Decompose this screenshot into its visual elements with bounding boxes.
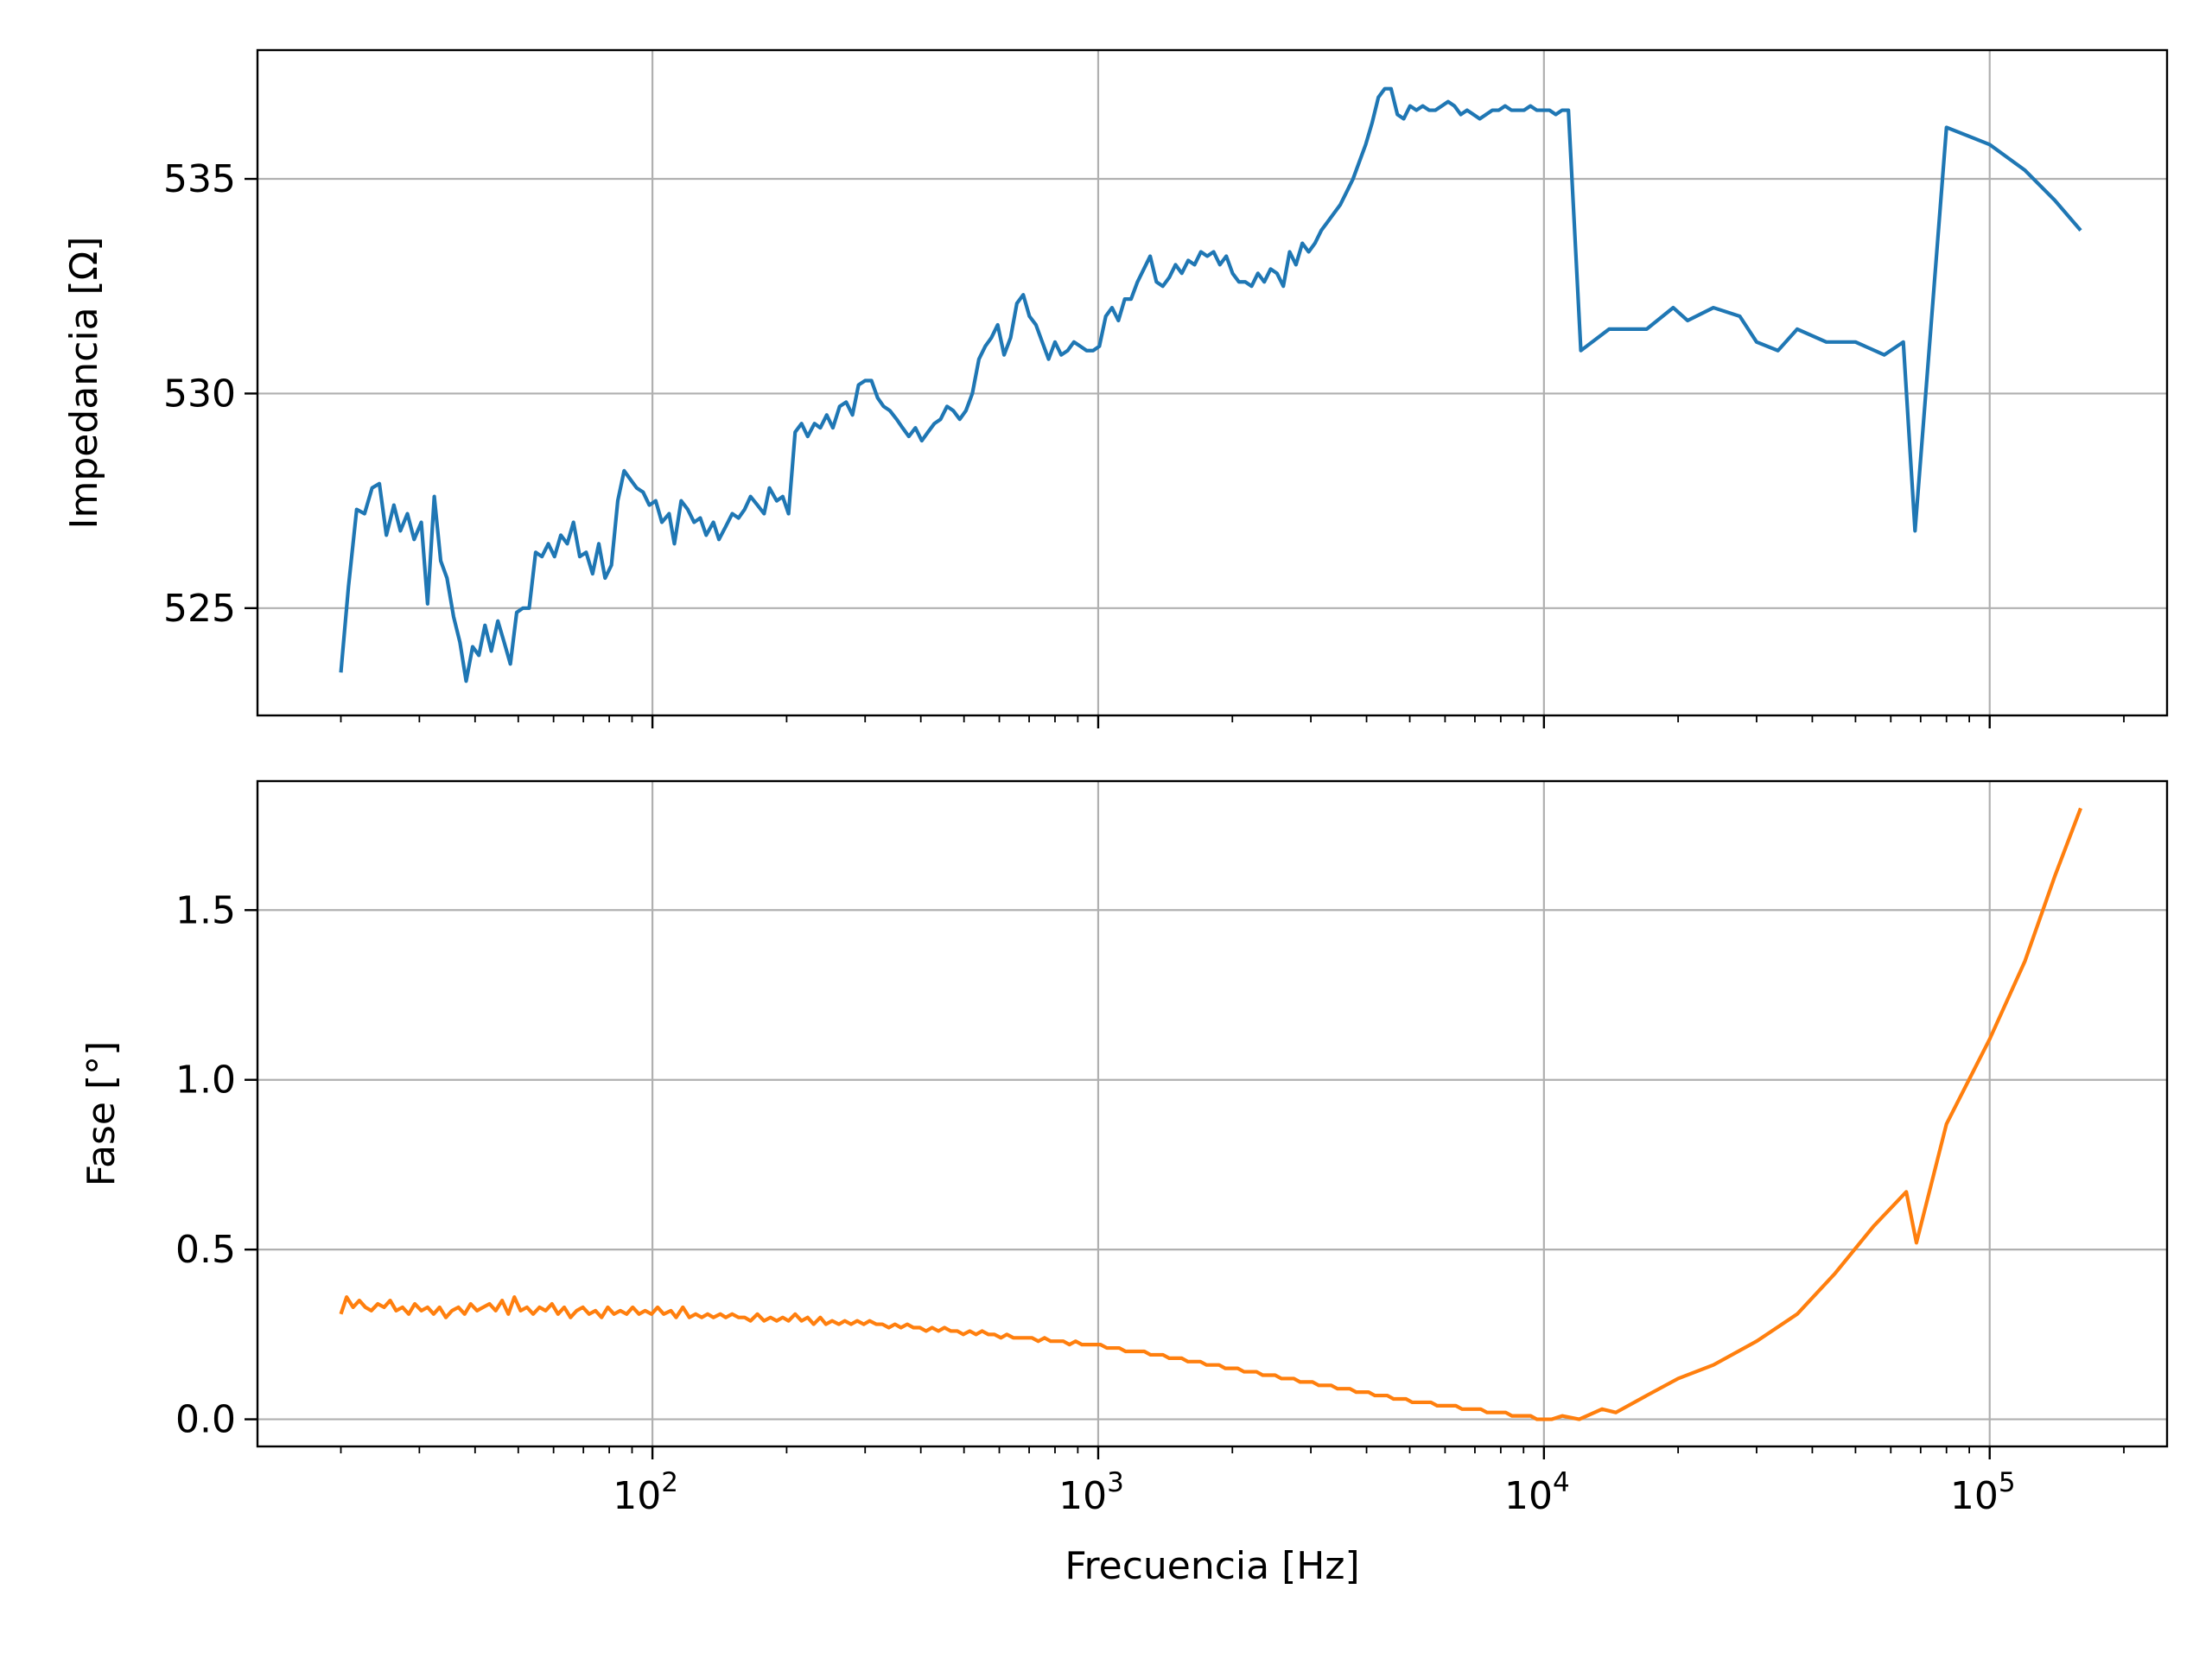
phase-xtick-label: 103 <box>1058 1467 1124 1518</box>
impedance-ytick-label: 530 <box>163 372 236 416</box>
xtick-base: 10 <box>1950 1474 1999 1518</box>
impedance-axes: 525 530 535 Impedancia [Ω] <box>62 48 2169 728</box>
phase-xtick-label: 102 <box>613 1467 678 1518</box>
phase-ytick-label: 0.5 <box>175 1228 236 1272</box>
xtick-base: 10 <box>1058 1474 1107 1518</box>
xtick-exponent: 3 <box>1107 1467 1124 1498</box>
phase-xtick-label: 105 <box>1950 1467 2016 1518</box>
phase-xtick-label: 104 <box>1504 1467 1570 1518</box>
phase-ytick-label: 1.5 <box>175 888 236 932</box>
phase-ylabel: Fase [°] <box>79 1041 124 1187</box>
xtick-exponent: 2 <box>661 1467 678 1498</box>
xtick-base: 10 <box>1504 1474 1553 1518</box>
xtick-exponent: 5 <box>1999 1467 2016 1498</box>
phase-ytick-label: 1.0 <box>175 1058 236 1103</box>
impedance-ytick-label: 535 <box>163 157 236 201</box>
impedance-ytick-label: 525 <box>163 587 236 631</box>
impedance-axes-frame <box>256 48 2169 717</box>
impedance-ylabel: Impedancia [Ω] <box>62 237 106 530</box>
xtick-exponent: 4 <box>1553 1467 1570 1498</box>
phase-series-line <box>339 807 2082 1421</box>
phase-axes-frame <box>256 779 2169 1448</box>
xtick-base: 10 <box>613 1474 661 1518</box>
impedance-series-line <box>339 86 2082 683</box>
phase-ytick-label: 0.0 <box>175 1398 236 1442</box>
phase-xlabel: Frecuencia [Hz] <box>1065 1544 1359 1588</box>
